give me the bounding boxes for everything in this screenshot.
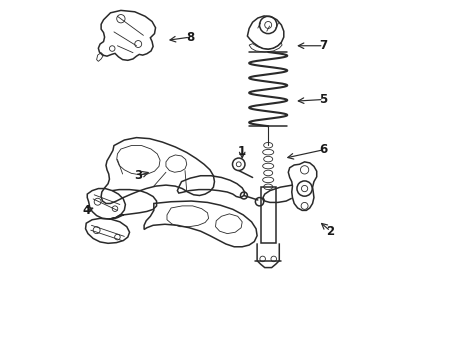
Text: 8: 8 — [186, 31, 194, 44]
Text: 5: 5 — [319, 93, 328, 106]
Text: 2: 2 — [327, 225, 335, 238]
Text: 6: 6 — [319, 143, 328, 156]
Text: 1: 1 — [238, 145, 246, 158]
Text: 7: 7 — [319, 39, 328, 52]
Text: 3: 3 — [134, 169, 142, 182]
Bar — [261, 187, 276, 243]
Text: 4: 4 — [82, 204, 91, 217]
